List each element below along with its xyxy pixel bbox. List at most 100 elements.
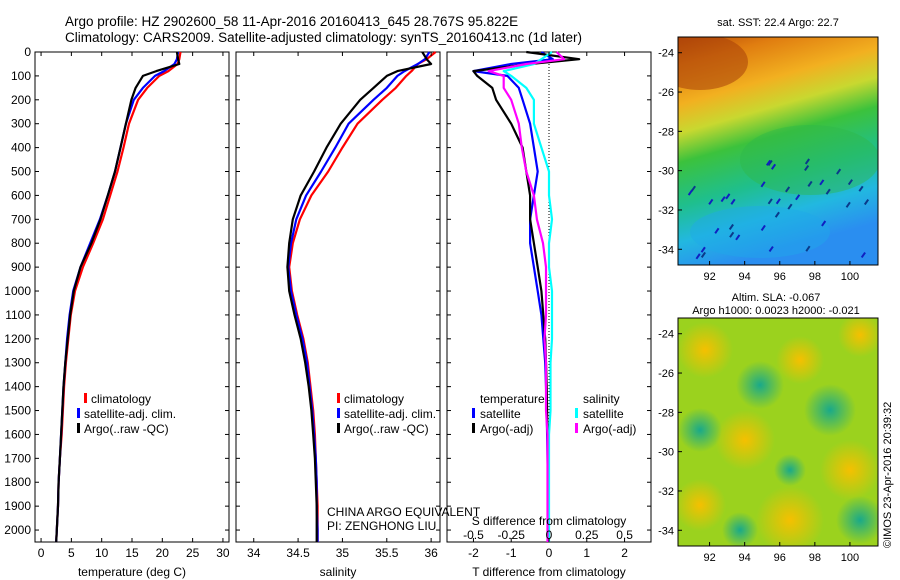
legend-heading-temperature: temperature	[480, 392, 545, 406]
sst-speckle	[845, 201, 851, 208]
sst-speckle	[767, 198, 773, 205]
sst-speckle	[725, 193, 731, 200]
sst-speckle	[760, 224, 766, 231]
map-lon-tick-label: 92	[703, 552, 715, 564]
legend-argo: Argo(..raw -QC)	[344, 422, 429, 436]
sst-map-axes: 92 94 96 98 100 -24 -26 -28 -30 -32 -34	[658, 48, 859, 283]
sst-warm-core	[678, 37, 748, 90]
map-lat-tick-label: -30	[658, 447, 674, 459]
t-diff-tick-label: 1	[583, 546, 590, 560]
s-diff-tick-label: -0.5	[463, 528, 484, 542]
imos-watermark: ©IMOS 23-Apr-2016 20:39:32	[882, 402, 894, 548]
sst-speckle	[687, 189, 693, 196]
sst-speckle	[765, 159, 772, 166]
profile-line-satellite	[287, 51, 431, 542]
legend-satellite-adj: satellite-adj. clim.	[84, 407, 176, 421]
depth-axis: 0 100 200 300 400 500 600 700 800 900 1000 1100 1200…	[4, 45, 651, 537]
legend-swatch-satellite-adj	[337, 408, 340, 418]
sla-map	[678, 318, 878, 546]
depth-tick-label: 600	[11, 188, 31, 202]
legend-climatology: climatology	[91, 392, 151, 406]
s-diff-tick-label: 0.5	[616, 528, 633, 542]
figure-title-line1: Argo profile: HZ 2902600_58 11-Apr-2016 …	[65, 14, 518, 29]
legend-t-argo: Argo(-adj)	[480, 422, 533, 436]
depth-tick-label: 1700	[4, 451, 31, 465]
legend-climatology: climatology	[344, 392, 404, 406]
sst-speckle	[729, 231, 735, 238]
sst-speckle	[735, 234, 741, 241]
temperature-tick-label: 25	[186, 546, 200, 560]
sst-speckle	[767, 159, 773, 166]
depth-tick-label: 0	[24, 45, 31, 59]
map-lat-tick-label: -28	[658, 407, 674, 419]
legend-swatch-climatology	[84, 393, 87, 403]
temperature-tick-label: 0	[38, 546, 45, 560]
profile-line-argo	[55, 51, 181, 543]
depth-tick-label: 1900	[4, 499, 31, 513]
pi-credit: PI: ZENGHONG LIU	[327, 519, 436, 533]
sst-speckle	[690, 185, 696, 192]
sla-low-eddy	[722, 512, 758, 546]
map-lon-tick-label: 100	[841, 552, 859, 564]
sst-speckle	[787, 203, 793, 210]
legend-satellite-adj: satellite-adj. clim.	[344, 407, 436, 421]
depth-tick-label: 900	[11, 260, 31, 274]
sst-speckle	[760, 181, 766, 188]
sla-map-axes: 92 94 96 98 100 -24 -26 -28 -30 -32 -34	[658, 329, 859, 564]
sst-speckle	[805, 245, 811, 252]
t-diff-tick-label: 2	[621, 546, 628, 560]
legend-swatch-argo	[337, 423, 340, 433]
sst-speckle	[714, 227, 720, 234]
map-lon-tick-label: 94	[739, 271, 751, 283]
legend-swatch-t-satellite	[472, 408, 475, 418]
sla-low-eddy	[836, 496, 878, 544]
depth-tick-label: 1300	[4, 356, 31, 370]
sst-cool-patch	[690, 206, 830, 258]
sst-speckle	[774, 211, 780, 218]
sla-low-eddy	[678, 408, 722, 452]
t-diff-tick-label: -2	[468, 546, 479, 560]
map-lat-tick-label: -30	[658, 166, 674, 178]
depth-tick-label: 1600	[4, 427, 31, 441]
sst-map	[678, 37, 878, 265]
sst-speckle	[825, 188, 831, 195]
sst-cloud-speckle	[687, 158, 870, 260]
temperature-tick-label: 5	[68, 546, 75, 560]
depth-tick-label: 1400	[4, 380, 31, 394]
map-lat-tick-label: -28	[658, 126, 674, 138]
depth-tick-label: 100	[11, 69, 31, 83]
sst-speckle	[819, 179, 825, 186]
depth-tick-label: 400	[11, 141, 31, 155]
sla-map-title-line1: Altim. SLA: -0.067	[732, 292, 821, 304]
depth-tick-label: 700	[11, 212, 31, 226]
sst-map-frame	[677, 36, 879, 266]
depth-tick-label: 500	[11, 165, 31, 179]
t-difference-axis-label: T difference from climatology	[472, 565, 626, 579]
figure-title-line2: Climatology: CARS2009. Satellite-adjuste…	[65, 30, 582, 45]
sla-low-eddy	[736, 361, 784, 409]
depth-tick-label: 1500	[4, 404, 31, 418]
temperature-panel-frame	[34, 51, 230, 543]
temperature-plot: 0 5 10 15 20 25 30	[38, 51, 230, 560]
sst-speckle	[785, 186, 791, 193]
salinity-plot: 34 34.5 35 35.5 36	[247, 51, 438, 560]
difference-line-argo-s	[487, 51, 566, 542]
map-lon-tick-label: 96	[774, 271, 786, 283]
profile-line-argo	[286, 51, 433, 542]
sla-high-eddy	[715, 410, 775, 470]
depth-tick-label: 1800	[4, 475, 31, 489]
legend-heading-salinity: salinity	[583, 392, 620, 406]
profile-line-climatology	[55, 51, 182, 543]
profile-line-climatology	[288, 51, 437, 542]
map-lon-tick-label: 92	[703, 271, 715, 283]
depth-tick-label: 2000	[4, 523, 31, 537]
sst-speckle	[860, 251, 866, 259]
sst-speckle	[795, 194, 801, 201]
sla-eddies	[678, 318, 878, 546]
legend-swatch-s-argo	[575, 423, 578, 433]
sst-speckle	[807, 180, 813, 187]
legend-swatch-s-satellite	[575, 408, 578, 418]
legend-t-satellite: satellite	[480, 407, 521, 421]
salinity-tick-label: 35.5	[375, 546, 399, 560]
